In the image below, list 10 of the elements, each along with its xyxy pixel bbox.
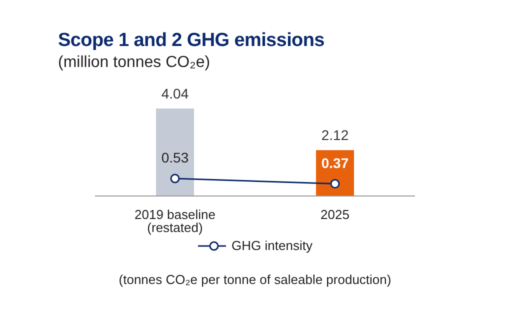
- data-label: 4.04: [161, 86, 189, 102]
- data-label: 0.37: [321, 154, 349, 171]
- x-tick-label: 2019 baseline (restated): [134, 207, 216, 236]
- legend-label: GHG intensity: [232, 238, 312, 253]
- data-label: 2.12: [321, 127, 349, 144]
- data-label: 0.53: [161, 150, 189, 166]
- chart-title: Scope 1 and 2 GHG emissions: [58, 30, 324, 52]
- x-tick-label: 2025: [320, 207, 350, 222]
- text: (tonnes CO₂e per tonne of saleable production): [118, 272, 392, 287]
- chart-subtitle: (million tonnes CO₂e): [58, 54, 210, 72]
